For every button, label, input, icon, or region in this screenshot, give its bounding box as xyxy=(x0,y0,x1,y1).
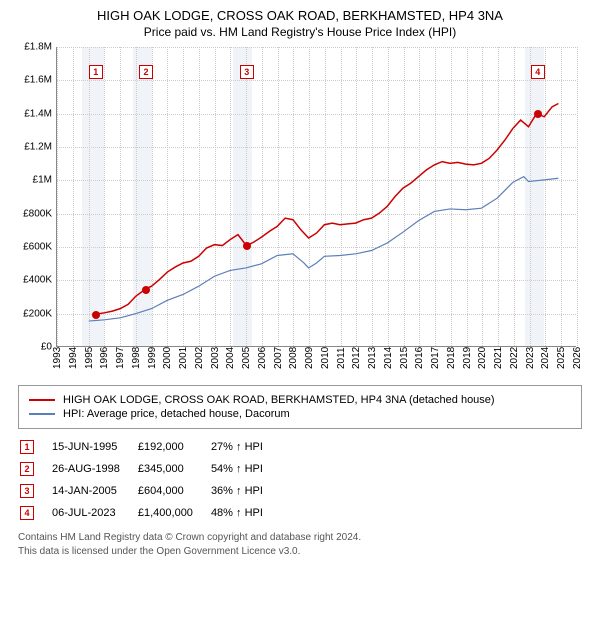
sale-dot xyxy=(92,311,100,319)
sale-date: 14-JAN-2005 xyxy=(52,481,136,501)
sale-date: 06-JUL-2023 xyxy=(52,503,136,523)
sale-dot xyxy=(142,286,150,294)
x-tick-label: 2026 xyxy=(572,347,583,369)
x-tick-label: 1996 xyxy=(99,347,110,369)
legend-row: HIGH OAK LODGE, CROSS OAK ROAD, BERKHAMS… xyxy=(29,394,571,406)
sale-row: 3 14-JAN-2005£604,00036% ↑ HPI xyxy=(20,481,279,501)
x-tick-label: 2005 xyxy=(241,347,252,369)
x-tick-label: 1995 xyxy=(84,347,95,369)
x-tick-label: 2012 xyxy=(351,347,362,369)
sales-table: 1 15-JUN-1995£192,00027% ↑ HPI 2 26-AUG-199… xyxy=(18,435,281,525)
chart-title: HIGH OAK LODGE, CROSS OAK ROAD, BERKHAMS… xyxy=(12,8,588,23)
plot-area: 1 2 3 4 xyxy=(56,47,576,347)
sale-date: 26-AUG-1998 xyxy=(52,459,136,479)
y-tick-label: £1M xyxy=(33,175,52,186)
x-tick-label: 2008 xyxy=(288,347,299,369)
series-line-property xyxy=(96,104,558,315)
sale-marker-box: 3 xyxy=(240,65,254,79)
sale-delta: 27% ↑ HPI xyxy=(211,437,279,457)
y-tick-label: £1.8M xyxy=(24,42,52,53)
y-axis: £0£200K£400K£600K£800K£1M£1.2M£1.4M£1.6M… xyxy=(12,47,56,347)
x-tick-label: 2009 xyxy=(304,347,315,369)
x-tick-label: 2016 xyxy=(414,347,425,369)
sale-price: £1,400,000 xyxy=(138,503,209,523)
x-tick-label: 2013 xyxy=(367,347,378,369)
legend-swatch xyxy=(29,413,55,415)
chart-container: HIGH OAK LODGE, CROSS OAK ROAD, BERKHAMS… xyxy=(0,0,600,573)
x-axis: 1993199419951996199719981999200020012002… xyxy=(56,347,576,377)
x-tick-label: 2019 xyxy=(462,347,473,369)
x-tick-label: 2022 xyxy=(509,347,520,369)
legend-label: HPI: Average price, detached house, Daco… xyxy=(63,408,290,420)
sale-row-marker: 4 xyxy=(20,506,34,520)
footer-line-2: This data is licensed under the Open Gov… xyxy=(18,545,582,559)
x-tick-label: 2003 xyxy=(210,347,221,369)
x-tick-label: 1997 xyxy=(115,347,126,369)
sale-marker-box: 2 xyxy=(139,65,153,79)
legend-row: HPI: Average price, detached house, Daco… xyxy=(29,408,571,420)
attribution-footer: Contains HM Land Registry data © Crown c… xyxy=(18,531,582,559)
sale-row-marker: 3 xyxy=(20,484,34,498)
y-tick-label: £200K xyxy=(23,308,52,319)
sale-price: £345,000 xyxy=(138,459,209,479)
sale-marker-box: 1 xyxy=(89,65,103,79)
x-tick-label: 1993 xyxy=(52,347,63,369)
sale-price: £604,000 xyxy=(138,481,209,501)
footer-line-1: Contains HM Land Registry data © Crown c… xyxy=(18,531,582,545)
legend-label: HIGH OAK LODGE, CROSS OAK ROAD, BERKHAMS… xyxy=(63,394,495,406)
x-tick-label: 2010 xyxy=(320,347,331,369)
chart-subtitle: Price paid vs. HM Land Registry's House … xyxy=(12,25,588,39)
y-tick-label: £600K xyxy=(23,242,52,253)
x-tick-label: 2020 xyxy=(477,347,488,369)
sale-delta: 48% ↑ HPI xyxy=(211,503,279,523)
sale-row-marker: 2 xyxy=(20,462,34,476)
sale-marker-box: 4 xyxy=(531,65,545,79)
gridline-v xyxy=(577,47,578,346)
y-tick-label: £0 xyxy=(41,342,52,353)
x-tick-label: 1994 xyxy=(68,347,79,369)
x-tick-label: 2017 xyxy=(430,347,441,369)
x-tick-label: 2024 xyxy=(540,347,551,369)
x-tick-label: 2014 xyxy=(383,347,394,369)
y-tick-label: £400K xyxy=(23,275,52,286)
y-tick-label: £800K xyxy=(23,208,52,219)
y-tick-label: £1.4M xyxy=(24,108,52,119)
x-tick-label: 2001 xyxy=(178,347,189,369)
x-tick-label: 2000 xyxy=(162,347,173,369)
x-tick-label: 2011 xyxy=(336,347,347,369)
sale-price: £192,000 xyxy=(138,437,209,457)
x-tick-label: 2018 xyxy=(446,347,457,369)
line-svg xyxy=(57,47,576,346)
sale-delta: 36% ↑ HPI xyxy=(211,481,279,501)
x-tick-label: 2015 xyxy=(399,347,410,369)
sale-row: 4 06-JUL-2023£1,400,00048% ↑ HPI xyxy=(20,503,279,523)
chart-area: £0 £200K £400K £600K £800K £1M £1.2M £1.4M £1.6M… xyxy=(12,47,588,377)
x-tick-label: 2025 xyxy=(556,347,567,369)
x-tick-label: 2021 xyxy=(493,347,504,369)
x-tick-label: 1999 xyxy=(147,347,158,369)
x-tick-label: 1998 xyxy=(131,347,142,369)
sale-row: 2 26-AUG-1998£345,00054% ↑ HPI xyxy=(20,459,279,479)
sale-dot xyxy=(534,110,542,118)
x-tick-label: 2006 xyxy=(257,347,268,369)
x-tick-label: 2023 xyxy=(525,347,536,369)
y-tick-label: £1.2M xyxy=(24,142,52,153)
x-tick-label: 2007 xyxy=(273,347,284,369)
sale-delta: 54% ↑ HPI xyxy=(211,459,279,479)
sale-row-marker: 1 xyxy=(20,440,34,454)
x-tick-label: 2002 xyxy=(194,347,205,369)
series-line-hpi xyxy=(89,177,559,322)
x-tick-label: 2004 xyxy=(225,347,236,369)
sale-dot xyxy=(243,242,251,250)
y-tick-label: £1.6M xyxy=(24,75,52,86)
sale-row: 1 15-JUN-1995£192,00027% ↑ HPI xyxy=(20,437,279,457)
legend-swatch xyxy=(29,399,55,401)
sale-date: 15-JUN-1995 xyxy=(52,437,136,457)
legend: HIGH OAK LODGE, CROSS OAK ROAD, BERKHAMS… xyxy=(18,385,582,429)
